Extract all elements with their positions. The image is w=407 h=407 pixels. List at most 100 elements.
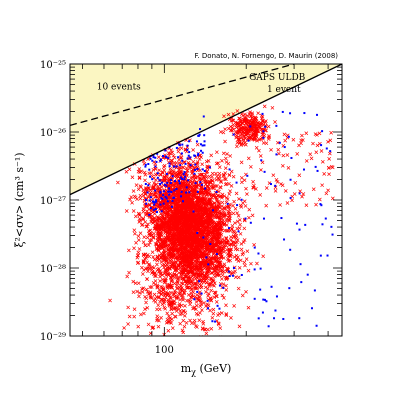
red-point <box>242 178 247 183</box>
red-point <box>269 147 273 152</box>
blue-point <box>153 203 156 206</box>
red-point <box>239 180 244 185</box>
annotation: 1 event <box>267 85 301 95</box>
red-point <box>236 275 241 280</box>
red-point <box>215 197 219 201</box>
blue-point <box>180 152 183 155</box>
red-point <box>179 169 183 174</box>
red-point <box>304 159 309 163</box>
red-point <box>234 253 239 258</box>
blue-point <box>155 211 158 214</box>
blue-point <box>320 144 323 147</box>
red-point <box>200 172 205 177</box>
red-point <box>244 186 248 191</box>
blue-point <box>316 113 319 116</box>
blue-point <box>227 227 230 230</box>
blue-point <box>237 230 240 233</box>
blue-point <box>151 200 154 203</box>
blue-point <box>228 275 231 278</box>
red-point <box>126 305 131 310</box>
blue-point <box>304 223 307 226</box>
blue-point <box>253 268 256 271</box>
blue-point <box>154 156 157 159</box>
red-point <box>207 182 211 187</box>
red-point <box>206 214 210 218</box>
red-point <box>214 204 219 209</box>
blue-point <box>324 217 327 220</box>
blue-point <box>215 191 218 194</box>
blue-point <box>170 190 173 193</box>
red-points <box>108 104 335 336</box>
blue-point <box>226 202 229 205</box>
red-point <box>237 218 242 222</box>
blue-point <box>253 246 256 249</box>
red-point <box>319 149 324 153</box>
red-point <box>247 215 251 220</box>
red-point <box>226 211 231 216</box>
red-point <box>197 195 202 200</box>
y-tick-label: 10⁻²⁷ <box>40 196 66 207</box>
red-point <box>222 173 226 177</box>
red-point <box>141 216 146 221</box>
red-point <box>136 238 141 242</box>
blue-point <box>172 165 175 168</box>
red-point <box>219 248 224 253</box>
red-point <box>219 269 223 273</box>
blue-point <box>331 233 334 236</box>
red-point <box>203 285 208 290</box>
red-point <box>147 229 151 233</box>
red-point <box>282 132 287 137</box>
blue-point <box>185 191 188 194</box>
blue-point <box>181 159 184 162</box>
blue-point <box>178 182 181 185</box>
red-point <box>326 165 331 170</box>
red-point <box>141 207 146 212</box>
blue-point <box>178 179 181 182</box>
blue-point <box>193 168 196 171</box>
blue-point <box>171 175 174 178</box>
red-point <box>136 281 141 286</box>
red-point <box>174 259 178 264</box>
red-point <box>146 322 151 327</box>
blue-point <box>320 204 323 207</box>
red-point <box>226 126 231 131</box>
red-point <box>217 311 222 316</box>
red-point <box>164 214 169 219</box>
red-point <box>143 243 148 248</box>
annotation: GAPS ULDB <box>249 73 306 83</box>
red-point <box>229 235 233 239</box>
red-point <box>246 156 251 161</box>
blue-point <box>262 130 265 133</box>
red-point <box>228 228 233 233</box>
blue-point <box>260 159 263 162</box>
red-point <box>133 231 137 236</box>
blue-point <box>206 299 209 302</box>
blue-point <box>183 178 186 181</box>
red-point <box>160 239 165 244</box>
red-point <box>139 312 143 317</box>
red-point <box>329 130 334 135</box>
red-point <box>156 155 161 159</box>
red-point <box>210 185 215 190</box>
red-point <box>132 314 137 319</box>
blue-point <box>273 317 276 320</box>
red-point <box>182 313 187 318</box>
red-point <box>258 192 263 197</box>
red-point <box>162 168 167 173</box>
red-point <box>223 127 227 132</box>
red-point <box>285 153 290 157</box>
blue-point <box>261 112 264 115</box>
blue-point <box>183 171 186 174</box>
red-point <box>108 298 112 303</box>
red-point <box>127 270 131 275</box>
blue-point <box>181 200 184 203</box>
blue-point <box>257 252 260 255</box>
red-point <box>170 150 175 155</box>
blue-point <box>205 256 208 259</box>
red-point <box>230 125 235 130</box>
blue-point <box>231 274 234 277</box>
blue-point <box>159 183 162 186</box>
red-point <box>232 199 236 204</box>
red-point <box>146 222 150 227</box>
